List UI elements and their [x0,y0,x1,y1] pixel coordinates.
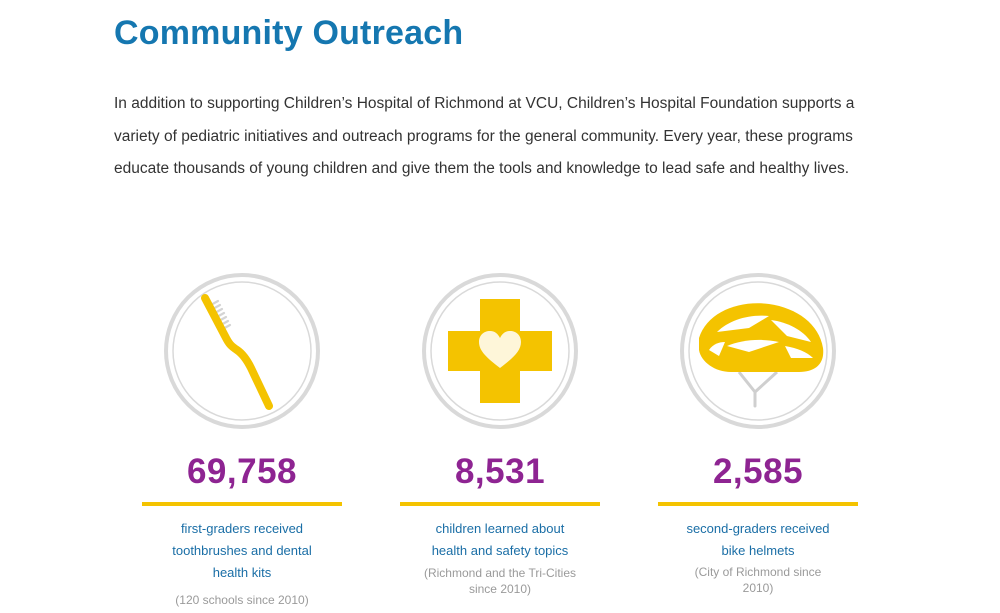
health-cross-heart-icon [421,272,579,430]
page-title: Community Outreach [114,14,464,52]
stat-number: 2,585 [712,452,804,491]
stat-number: 8,531 [454,452,546,491]
stat-divider [142,502,342,506]
stat-note: (City of Richmond since 2010) [694,565,822,595]
stat-card-bike-helmets: 2,585 second-graders received bike helme… [658,272,858,596]
toothbrush-icon [163,272,321,430]
stat-divider [658,502,858,506]
stat-description: first-graders received toothbrushes and … [172,521,312,580]
stat-description: second-graders received bike helmets [686,521,830,558]
stat-card-health-safety: 8,531 children learned about health and … [400,272,600,597]
stat-divider [400,502,600,506]
bike-helmet-icon [679,272,837,430]
intro-paragraph: In addition to supporting Children’s Hos… [114,95,855,177]
stat-number: 69,758 [186,452,298,491]
stat-description: children learned about health and safety… [431,521,569,558]
stat-note: (120 schools since 2010) [175,593,309,607]
stat-note: (Richmond and the Tri-Cities since 2010) [423,566,577,596]
stat-card-toothbrushes: 69,758 first-graders received toothbrush… [142,272,342,608]
